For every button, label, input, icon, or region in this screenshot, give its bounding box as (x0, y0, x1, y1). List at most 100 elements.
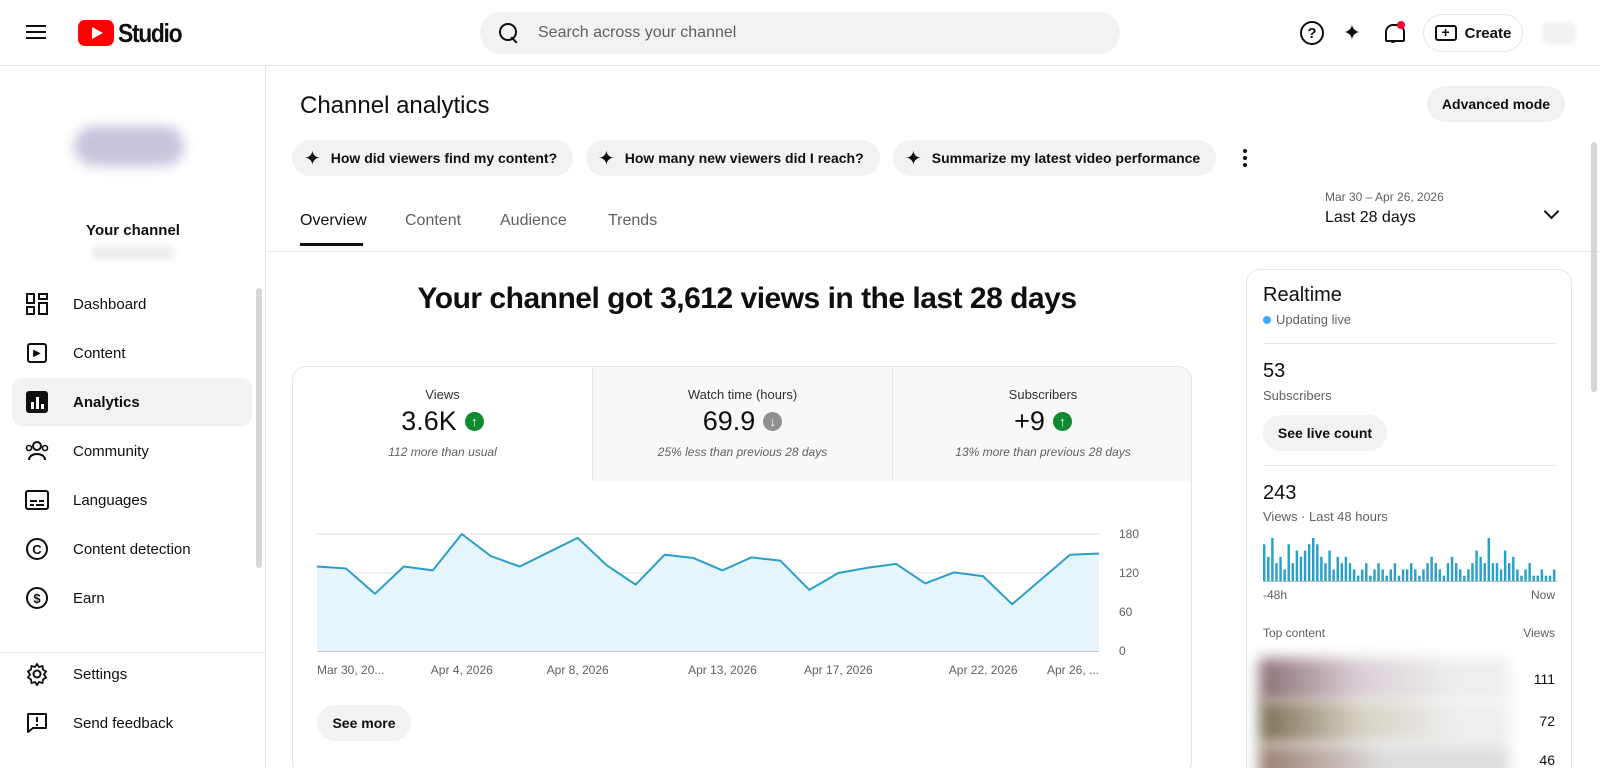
views-data-point[interactable] (312, 562, 322, 572)
realtime-bar[interactable] (1479, 556, 1482, 582)
realtime-bar[interactable] (1414, 569, 1417, 582)
views-data-point[interactable] (1036, 575, 1046, 585)
realtime-bar[interactable] (1287, 544, 1290, 582)
views-data-point[interactable] (399, 562, 409, 572)
realtime-bar[interactable] (1508, 563, 1511, 582)
realtime-bar[interactable] (1540, 569, 1544, 582)
sparkle-icon[interactable]: ✦ (1342, 20, 1362, 45)
channel-avatar[interactable] (74, 126, 184, 166)
realtime-bar[interactable] (1499, 569, 1503, 582)
realtime-bar[interactable] (1426, 563, 1429, 582)
realtime-bar[interactable] (1291, 563, 1295, 582)
realtime-bar[interactable] (1418, 575, 1421, 582)
ask-chip-new-viewers[interactable]: ✦ How many new viewers did I reach? (586, 140, 880, 176)
realtime-bar[interactable] (1512, 556, 1515, 582)
more-options-icon[interactable] (1235, 144, 1255, 172)
views-data-point[interactable] (689, 553, 699, 563)
views-data-point[interactable] (1094, 549, 1104, 559)
views-data-point[interactable] (978, 571, 988, 581)
realtime-bar[interactable] (1401, 569, 1405, 582)
realtime-bar[interactable] (1332, 569, 1335, 582)
realtime-bar[interactable] (1475, 550, 1478, 582)
realtime-bar[interactable] (1279, 556, 1282, 582)
sidebar-item-content-detection[interactable]: C Content detection (12, 525, 252, 573)
realtime-bar[interactable] (1299, 556, 1303, 582)
sidebar-item-dashboard[interactable]: Dashboard (12, 280, 252, 328)
menu-icon[interactable] (24, 21, 48, 45)
metric-tab-watch-time[interactable]: Watch time (hours) 69.9 ↓ 25% less than p… (593, 367, 893, 481)
views-data-point[interactable] (891, 559, 901, 569)
realtime-bar[interactable] (1483, 563, 1486, 582)
views-data-point[interactable] (370, 589, 380, 599)
search-input[interactable] (538, 24, 1098, 42)
main-scrollbar[interactable] (1591, 142, 1597, 392)
views-data-point[interactable] (428, 565, 438, 575)
search-bar[interactable] (480, 12, 1120, 54)
realtime-bar[interactable] (1532, 575, 1535, 582)
top-content-thumbnail[interactable] (1259, 658, 1509, 702)
metric-tab-views[interactable]: Views 3.6K ↑ 112 more than usual (293, 367, 593, 481)
search-icon[interactable] (498, 22, 520, 44)
realtime-bar[interactable] (1405, 569, 1409, 582)
sidebar-item-settings[interactable]: Settings (12, 650, 252, 698)
realtime-bar[interactable] (1450, 556, 1454, 582)
realtime-bar[interactable] (1267, 556, 1270, 582)
date-range-picker[interactable]: Mar 30 – Apr 26, 2026 Last 28 days (1325, 190, 1565, 242)
realtime-bar[interactable] (1528, 563, 1531, 582)
realtime-bar[interactable] (1516, 569, 1519, 582)
sidebar-item-analytics[interactable]: Analytics (12, 378, 252, 426)
tab-audience[interactable]: Audience (500, 212, 567, 229)
views-data-point[interactable] (457, 529, 467, 539)
realtime-bar[interactable] (1422, 569, 1425, 582)
realtime-bar[interactable] (1307, 544, 1311, 582)
realtime-bar[interactable] (1410, 563, 1413, 582)
see-live-count-button[interactable]: See live count (1263, 415, 1387, 451)
sidebar-item-earn[interactable]: $ Earn (12, 574, 252, 622)
sidebar-item-languages[interactable]: Languages (12, 476, 252, 524)
realtime-bar[interactable] (1397, 575, 1401, 582)
realtime-bar[interactable] (1316, 544, 1319, 582)
realtime-bar[interactable] (1446, 563, 1450, 582)
views-data-point[interactable] (544, 547, 554, 557)
views-data-point[interactable] (602, 560, 612, 570)
tab-overview[interactable]: Overview (300, 212, 367, 229)
sidebar-item-content[interactable]: ▶ Content (12, 329, 252, 377)
realtime-bar[interactable] (1487, 538, 1491, 582)
views-data-point[interactable] (833, 568, 843, 578)
realtime-bar[interactable] (1438, 569, 1442, 582)
realtime-bar[interactable] (1434, 563, 1437, 582)
views-data-point[interactable] (804, 585, 814, 595)
tab-trends[interactable]: Trends (608, 212, 658, 229)
realtime-bar[interactable] (1361, 569, 1364, 582)
create-button[interactable]: + Create (1423, 14, 1523, 52)
views-data-point[interactable] (631, 580, 641, 590)
views-data-point[interactable] (573, 533, 583, 543)
realtime-bar[interactable] (1495, 563, 1499, 582)
realtime-bar[interactable] (1467, 569, 1470, 582)
realtime-bar[interactable] (1303, 550, 1307, 582)
realtime-bar[interactable] (1312, 538, 1315, 582)
realtime-bar[interactable] (1524, 569, 1527, 582)
realtime-bar[interactable] (1328, 550, 1331, 582)
realtime-bar[interactable] (1459, 569, 1462, 582)
views-data-point[interactable] (775, 556, 785, 566)
account-avatar[interactable] (1542, 22, 1576, 44)
realtime-bar[interactable] (1320, 556, 1323, 582)
realtime-bar[interactable] (1442, 575, 1446, 582)
studio-logo[interactable]: Studio (78, 18, 190, 48)
realtime-bar[interactable] (1430, 556, 1433, 582)
views-data-point[interactable] (746, 552, 756, 562)
views-data-point[interactable] (660, 550, 670, 560)
realtime-bar[interactable] (1503, 550, 1507, 582)
advanced-mode-button[interactable]: Advanced mode (1427, 86, 1565, 122)
realtime-bar[interactable] (1348, 563, 1352, 582)
see-more-button[interactable]: See more (317, 705, 411, 741)
realtime-bar[interactable] (1381, 569, 1384, 582)
realtime-bar[interactable] (1377, 563, 1380, 582)
realtime-bar[interactable] (1548, 575, 1552, 582)
realtime-bar[interactable] (1454, 563, 1458, 582)
ask-chip-summarize[interactable]: ✦ Summarize my latest video performance (893, 140, 1217, 176)
realtime-bar[interactable] (1536, 575, 1540, 582)
realtime-bar[interactable] (1295, 550, 1299, 582)
realtime-bar[interactable] (1283, 569, 1286, 582)
